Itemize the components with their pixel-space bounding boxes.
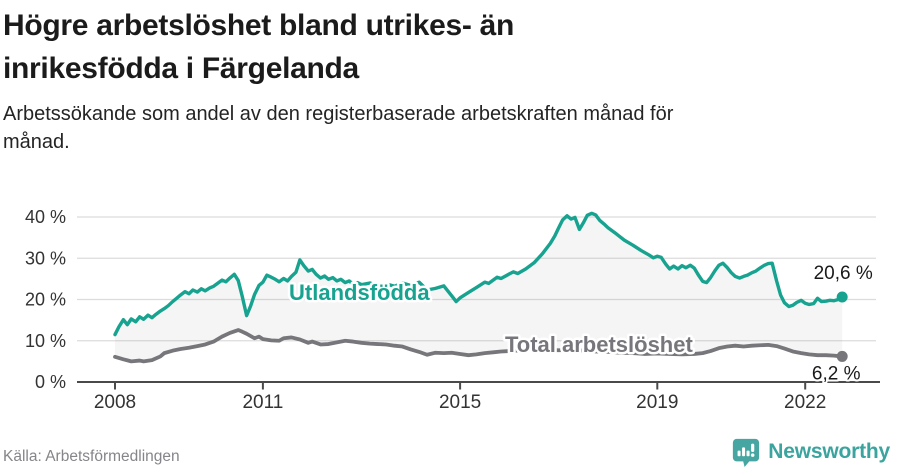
end-point-dot bbox=[836, 291, 848, 303]
utlandsfodda-line bbox=[113, 211, 844, 337]
title-line-2: inrikesfödda i Färgelanda bbox=[3, 52, 359, 85]
x-tick-label: 2019 bbox=[636, 392, 678, 413]
newsworthy-wordmark: Newsworthy bbox=[768, 440, 890, 463]
total-arbetsloshet-line bbox=[113, 328, 845, 364]
source-credit: Källa: Arbetsförmedlingen bbox=[3, 448, 180, 465]
y-tick-label: 10 % bbox=[25, 331, 66, 351]
x-tick-label: 2008 bbox=[94, 392, 136, 413]
series-label: Utlandsfödda bbox=[289, 280, 430, 305]
end-point-dot bbox=[836, 350, 848, 362]
page-title: Högre arbetslöshet bland utrikes- än inr… bbox=[3, 4, 863, 90]
y-tick-label: 20 % bbox=[25, 290, 66, 310]
subtitle-line-1: Arbetssökande som andel av den registerb… bbox=[3, 103, 674, 125]
title-line-1: Högre arbetslöshet bland utrikes- än bbox=[3, 9, 514, 42]
x-tick-label: 2022 bbox=[784, 392, 826, 413]
chart-subtitle: Arbetssökande som andel av den registerb… bbox=[3, 100, 883, 156]
end-value-annotation: 6,2 % bbox=[812, 363, 861, 384]
y-tick-label: 30 % bbox=[25, 248, 66, 268]
x-tick-label: 2015 bbox=[439, 392, 481, 413]
newsworthy-bubble-chart-icon bbox=[733, 438, 760, 467]
newsworthy-logo[interactable]: Newsworthy bbox=[731, 436, 890, 468]
subtitle-line-2: månad. bbox=[3, 131, 70, 153]
end-value-annotation: 20,6 % bbox=[814, 263, 873, 284]
series-label: Total arbetslöshet bbox=[505, 332, 694, 357]
x-tick-label: 2011 bbox=[242, 392, 283, 413]
y-tick-label: 0 % bbox=[35, 372, 66, 392]
y-tick-label: 40 % bbox=[25, 207, 66, 227]
